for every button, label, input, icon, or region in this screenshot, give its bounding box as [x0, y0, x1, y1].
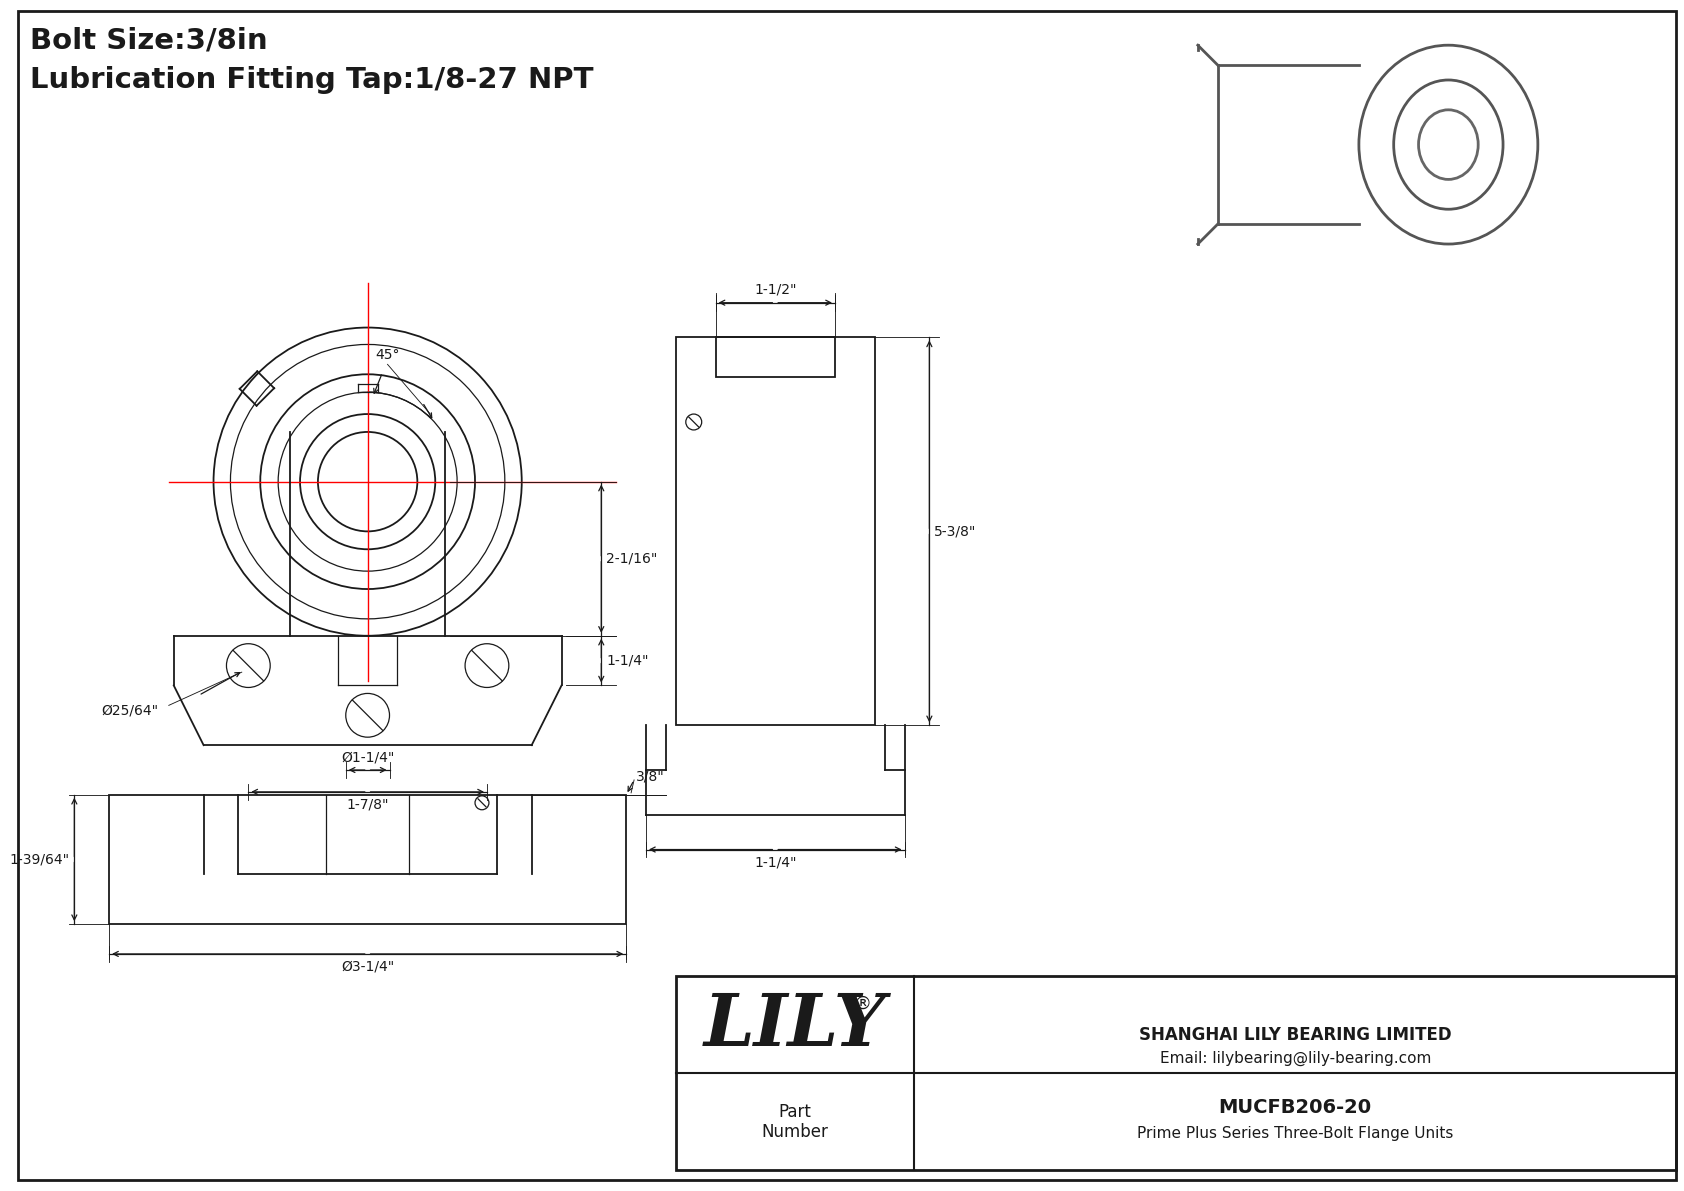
Text: 1-1/2": 1-1/2" — [754, 282, 797, 297]
Text: ®: ® — [854, 994, 872, 1012]
Text: SHANGHAI LILY BEARING LIMITED: SHANGHAI LILY BEARING LIMITED — [1138, 1027, 1452, 1045]
Text: 2-1/16": 2-1/16" — [606, 551, 658, 566]
Text: 3/8": 3/8" — [637, 769, 665, 784]
Text: Email: lilybearing@lily-bearing.com: Email: lilybearing@lily-bearing.com — [1160, 1050, 1431, 1066]
Text: LILY: LILY — [704, 990, 886, 1061]
Bar — [109, 794, 626, 924]
Text: Lubrication Fitting Tap:1/8-27 NPT: Lubrication Fitting Tap:1/8-27 NPT — [30, 66, 593, 94]
Text: 1-39/64": 1-39/64" — [8, 853, 69, 867]
Text: Bolt Size:3/8in: Bolt Size:3/8in — [30, 26, 268, 55]
Text: 5-3/8": 5-3/8" — [935, 524, 977, 538]
Text: 45°: 45° — [376, 348, 399, 362]
Bar — [675, 975, 1676, 1170]
Text: Prime Plus Series Three-Bolt Flange Units: Prime Plus Series Three-Bolt Flange Unit… — [1137, 1127, 1453, 1141]
Text: Ø25/64": Ø25/64" — [101, 704, 158, 717]
Text: Part
Number: Part Number — [761, 1103, 829, 1141]
Bar — [716, 337, 835, 378]
Text: 1-1/4": 1-1/4" — [606, 654, 648, 668]
Text: Ø1-1/4": Ø1-1/4" — [340, 750, 394, 763]
Text: Ø3-1/4": Ø3-1/4" — [342, 960, 394, 974]
Bar — [675, 337, 874, 725]
Text: 1-1/4": 1-1/4" — [754, 855, 797, 869]
Text: MUCFB206-20: MUCFB206-20 — [1219, 1098, 1372, 1116]
Text: 1-7/8": 1-7/8" — [347, 798, 389, 812]
